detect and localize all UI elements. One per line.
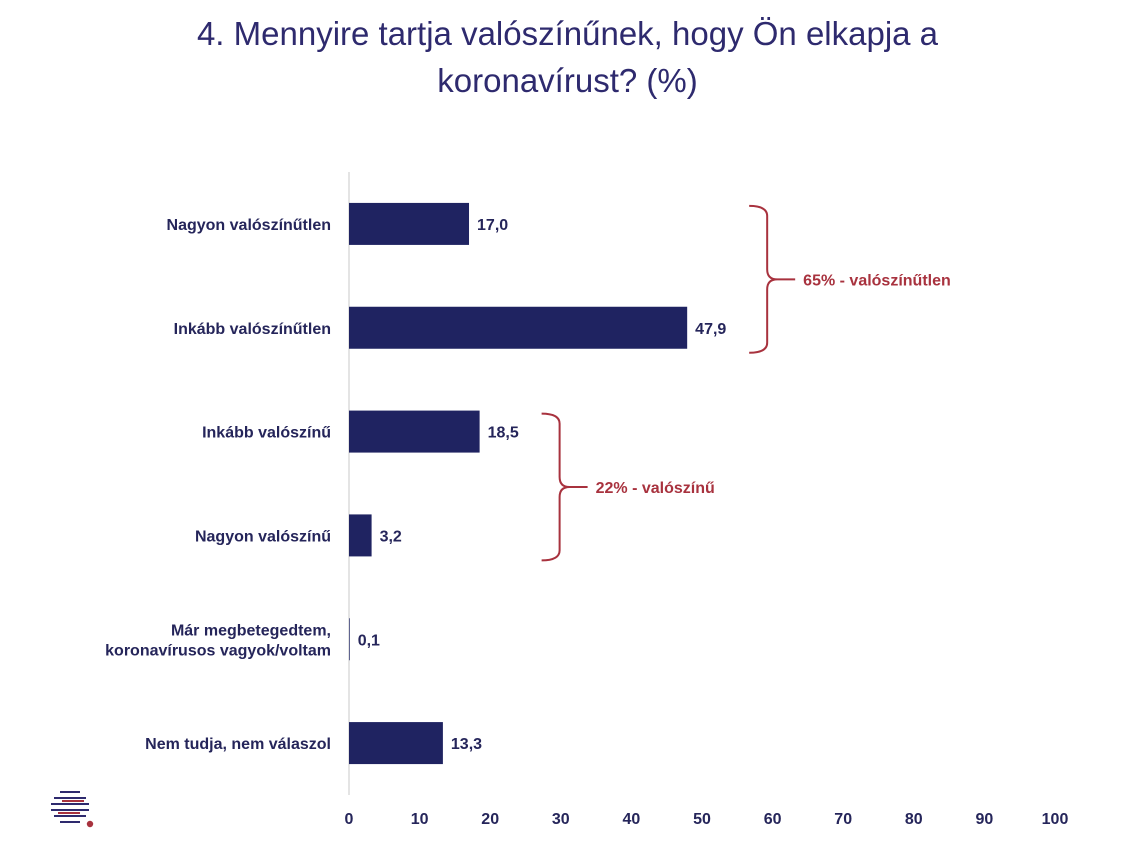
category-label: Inkább valószínűtlen [174,321,331,338]
x-tick-label: 60 [764,811,782,828]
bar [349,722,443,765]
category-label: Nem tudja, nem válaszol [145,736,331,753]
x-tick-label: 0 [345,811,354,828]
x-tick-label: 20 [481,811,499,828]
group-annotation-label: 22% - valószínű [596,480,715,497]
chart-title-line-2: koronavírust? (%) [437,62,698,99]
x-tick-label: 100 [1042,811,1069,828]
bar [349,306,688,349]
bar [349,618,350,661]
chart-title: 4. Mennyire tartja valószínűnek, hogy Ön… [0,10,1135,104]
data-label: 17,0 [477,217,508,234]
x-tick-label: 30 [552,811,570,828]
group-annotation-label: 65% - valószínűtlen [803,272,951,289]
x-tick-label: 90 [976,811,994,828]
x-tick-label: 50 [693,811,711,828]
data-label: 47,9 [695,321,726,338]
striped-circle-logo-icon [51,791,94,828]
category-label: koronavírusos vagyok/voltam [105,642,331,659]
bar [349,410,480,453]
category-label: Már megbetegedtem, [171,622,331,639]
data-label: 0,1 [358,632,380,649]
group-bracket [749,204,796,354]
x-tick-label: 40 [623,811,641,828]
data-label: 3,2 [380,528,402,545]
category-label: Nagyon valószínű [195,528,331,545]
category-label: Inkább valószínű [202,425,331,442]
x-tick-label: 10 [411,811,429,828]
data-label: 18,5 [488,425,519,442]
group-bracket [541,412,588,562]
category-label: Nagyon valószínűtlen [167,217,331,234]
data-label: 13,3 [451,736,482,753]
bar [349,202,470,245]
x-tick-label: 70 [834,811,852,828]
chart-title-line-1: 4. Mennyire tartja valószínűnek, hogy Ön… [196,15,939,52]
x-tick-label: 80 [905,811,923,828]
bar [349,514,372,557]
